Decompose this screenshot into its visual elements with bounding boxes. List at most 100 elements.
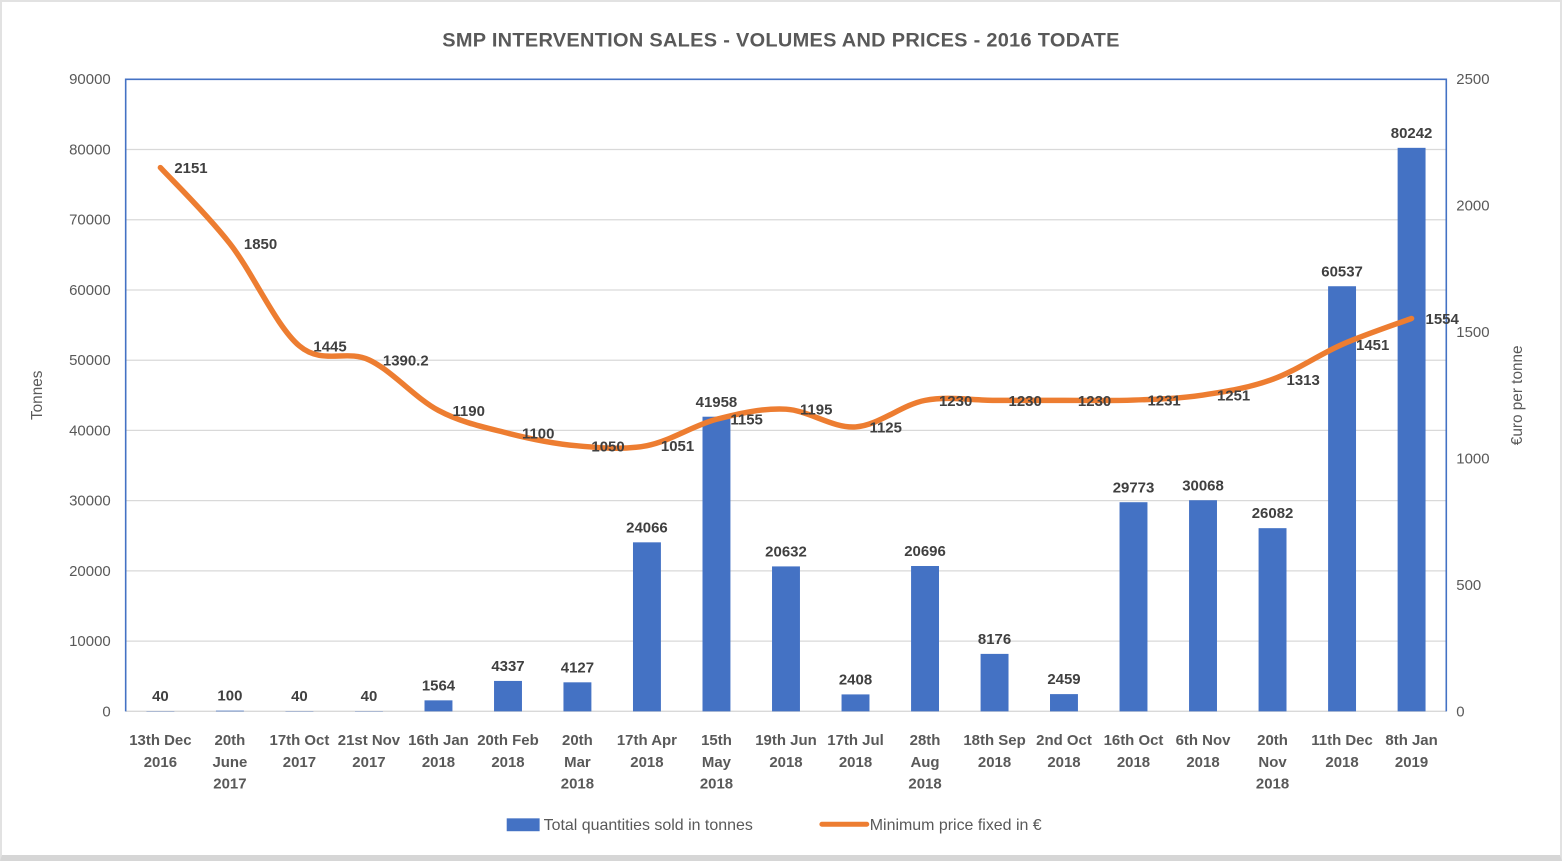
bar	[980, 653, 1009, 712]
price-value-label: 1230	[939, 394, 972, 410]
price-value-label: 1050	[591, 439, 624, 455]
x-axis-label: 20th Nov 2018	[1256, 733, 1289, 793]
bar-value-label: 4127	[561, 660, 594, 676]
y-axis-right-ticks: 0 500 1000 1500 2000 2500	[1456, 72, 1489, 720]
bars-series	[146, 147, 1426, 712]
bar-value-label: 100	[217, 689, 242, 705]
bar-value-label: 2408	[839, 673, 872, 689]
x-axis-label-line: 13th Dec	[129, 733, 191, 749]
price-line	[157, 164, 1415, 451]
x-axis-label-line: 21st Nov	[338, 733, 401, 749]
price-value-label: 1554	[1426, 312, 1460, 328]
bar	[1050, 694, 1078, 712]
right-axis-title: €uro per tonne	[1509, 345, 1526, 445]
x-axis-label: 28th Aug 2018	[908, 733, 941, 793]
x-axis-label: 2nd Oct 2018	[1036, 733, 1092, 771]
x-axis-label-line: 2018	[978, 755, 1011, 771]
x-axis-label-line: 17th Oct	[270, 733, 330, 749]
bar-value-label: 20696	[904, 544, 946, 560]
price-value-label: 1451	[1356, 338, 1389, 354]
y-axis-right-tick: 0	[1456, 704, 1464, 720]
bar-value-label: 40	[152, 689, 169, 705]
x-axis-label-line: 16th Oct	[1104, 733, 1164, 749]
x-axis-label-line: 6th Nov	[1176, 733, 1232, 749]
price-value-label: 1100	[522, 427, 554, 443]
x-axis-label-line: 2nd Oct	[1036, 733, 1092, 749]
y-axis-left-tick: 20000	[69, 564, 111, 580]
bar	[772, 566, 800, 712]
x-axis-label-line: 2018	[769, 755, 802, 771]
y-axis-left-tick: 0	[102, 704, 110, 720]
bar-value-label: 20632	[765, 545, 807, 561]
bar-value-label: 80242	[1391, 126, 1433, 142]
y-axis-left-tick: 80000	[69, 143, 111, 159]
price-value-label: 1251	[1217, 389, 1250, 405]
x-axis-label-line: 2017	[213, 777, 246, 793]
price-value-label: 1125	[869, 420, 901, 436]
price-value-label: 1195	[800, 403, 832, 419]
legend: Total quantities sold in tonnes Minimum …	[506, 817, 1042, 834]
bar	[1189, 500, 1217, 712]
price-value-label: 1230	[1078, 394, 1111, 410]
x-axis-label-line: 19th Jun	[755, 733, 817, 749]
x-axis-label-line: 2018	[839, 755, 872, 771]
bar-value-label: 30068	[1182, 478, 1224, 494]
x-axis-label: 16th Oct 2018	[1104, 733, 1164, 771]
x-axis-label-line: 17th Apr	[617, 733, 677, 749]
bar	[494, 680, 522, 712]
x-axis-label: 16th Jan 2018	[408, 733, 469, 771]
x-axis-label-line: 2018	[1047, 755, 1080, 771]
x-axis-label-line: 16th Jan	[408, 733, 469, 749]
x-axis-label: 17th Oct 2017	[270, 733, 330, 771]
x-axis-label: 20th Feb 2018	[477, 733, 539, 771]
x-axis-label: 17th Apr 2018	[617, 733, 677, 771]
x-axis-label: 19th Jun 2018	[755, 733, 817, 771]
price-value-label: 2151	[174, 161, 207, 177]
x-axis-label: 20th June 2017	[212, 733, 247, 793]
y-axis-right-tick: 1500	[1456, 325, 1489, 341]
x-axis-label-line: Nov	[1258, 755, 1287, 771]
bar	[1119, 502, 1148, 712]
bar-value-label: 24066	[626, 520, 668, 536]
bar	[563, 682, 592, 712]
bar	[424, 700, 453, 712]
x-axis-label-line: 2016	[144, 755, 177, 771]
y-axis-left-ticks: 0 10000 20000 30000 40000 50000 60000 70000 8000…	[69, 72, 111, 720]
x-axis-label-line: 20th	[215, 733, 246, 749]
bar-value-label: 40	[291, 689, 308, 705]
x-axis-label-line: 2018	[1117, 755, 1150, 771]
price-value-label: 1850	[244, 237, 277, 253]
bar	[841, 694, 870, 712]
y-axis-left-tick: 70000	[69, 213, 111, 229]
x-axis-label-line: 15th	[701, 733, 732, 749]
y-axis-left-tick: 40000	[69, 423, 111, 439]
x-axis-label: 11th Dec 2018	[1311, 733, 1373, 771]
price-value-label: 1231	[1147, 394, 1180, 410]
x-axis-label: 20th Mar 2018	[561, 733, 594, 793]
x-axis-label-line: 2018	[700, 777, 733, 793]
x-axis-label-line: June	[212, 755, 247, 771]
y-axis-left-tick: 90000	[69, 72, 111, 88]
left-axis-title: Tonnes	[29, 370, 46, 420]
bar	[702, 416, 731, 712]
y-axis-left-tick: 50000	[69, 353, 111, 369]
x-axis-label-line: 18th Sep	[963, 733, 1025, 749]
x-axis-label: 18th Sep 2018	[963, 733, 1025, 771]
bar	[632, 542, 661, 712]
price-value-label: 1051	[661, 439, 694, 455]
x-axis-label: 8th Jan 2019	[1385, 733, 1437, 771]
price-value-labels: 2151 1850 1445 1390.2 1190 1100 1050 1051 1155 11…	[174, 161, 1459, 455]
x-axis-label-line: 2018	[1256, 777, 1289, 793]
x-axis-label-line: 2018	[422, 755, 455, 771]
x-axis-label-line: 11th Dec	[1311, 733, 1373, 749]
x-axis-label: 21st Nov 2017	[338, 733, 401, 771]
x-axis-label-line: 2018	[491, 755, 524, 771]
y-axis-right-tick: 500	[1456, 578, 1481, 594]
x-axis-label-line: 20th	[562, 733, 593, 749]
x-axis-label: 15th May 2018	[700, 733, 733, 793]
bar-value-label: 40	[361, 689, 378, 705]
y-axis-left-tick: 10000	[69, 634, 111, 650]
x-axis-label-line: 28th	[910, 733, 941, 749]
